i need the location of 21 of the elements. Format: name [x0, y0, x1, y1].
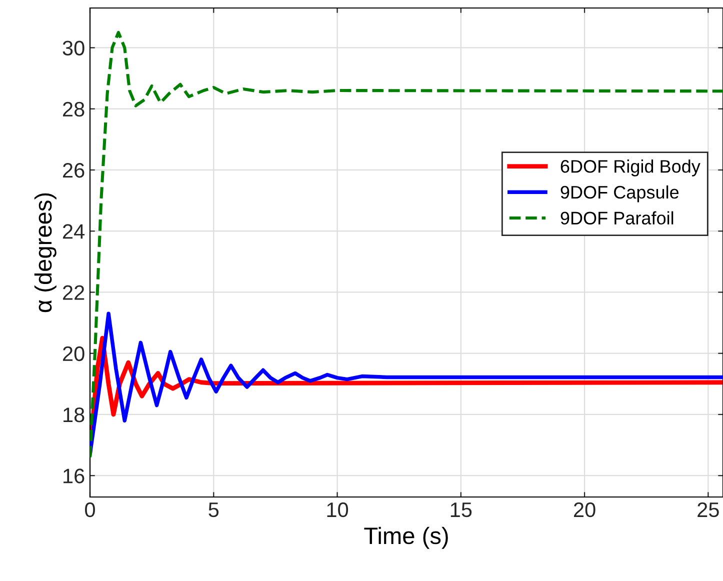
x-tick-label: 15 [450, 502, 472, 518]
line-series [90, 30, 723, 459]
x-tick-label: 10 [327, 502, 348, 518]
y-tick-label: 24 [63, 224, 85, 239]
y-tick-label: 22 [63, 285, 84, 300]
y-tick-label: 28 [63, 102, 84, 117]
legend-label: 9DOF Parafoil [560, 211, 674, 225]
y-tick-label: 20 [63, 346, 84, 362]
y-tick-label: 30 [62, 40, 84, 56]
x-tick-label: 0 [85, 502, 95, 518]
line-series [90, 312, 723, 456]
y-tick-label: 18 [64, 407, 84, 422]
legend-label: 6DOF Rigid Body [560, 160, 700, 176]
legend-label: 9DOF Capsule [560, 185, 679, 202]
x-tick-label: 20 [574, 502, 596, 518]
y-tick-label: 26 [63, 162, 84, 178]
y-axis-title: α (degrees) [34, 193, 56, 312]
x-tick-label: 25 [698, 502, 719, 518]
x-tick-label: 5 [208, 502, 219, 518]
y-tick-label: 16 [64, 468, 84, 484]
x-axis-title: Time (s) [364, 526, 448, 549]
